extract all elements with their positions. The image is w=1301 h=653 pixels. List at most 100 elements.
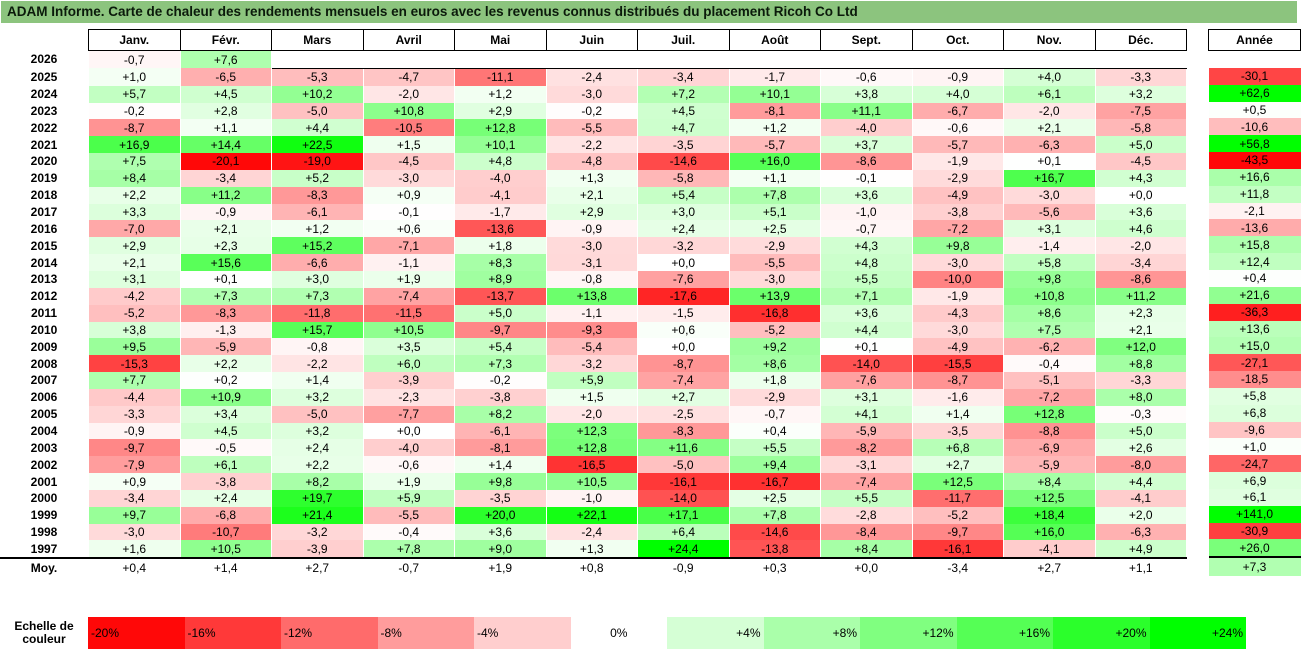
year-label: 2003 — [0, 439, 89, 457]
heatmap-cell: +0,1 — [1003, 153, 1096, 170]
heatmap-cell: +20,0 — [454, 506, 547, 524]
heatmap-cell: -0,2 — [545, 102, 638, 120]
heatmap-cell: -5,2 — [911, 506, 1004, 524]
heatmap-cell: +7,8 — [362, 540, 455, 559]
average-cell: +0,4 — [88, 557, 181, 578]
average-annual-cell: +7,3 — [1208, 556, 1301, 577]
annual-cell: +1,0 — [1208, 438, 1301, 456]
heatmap-cell: +5,9 — [362, 489, 455, 507]
month-header: Nov. — [1003, 29, 1096, 51]
heatmap-cell: +12,8 — [545, 439, 638, 457]
heatmap-cell: -5,5 — [545, 119, 638, 137]
annual-row: -27,1 — [1208, 354, 1301, 372]
heatmap-cell: -3,0 — [362, 169, 455, 187]
heatmap-cell: +2,5 — [728, 489, 821, 507]
heatmap-cell: -3,2 — [637, 237, 730, 255]
heatmap-cell: -3,2 — [271, 523, 364, 541]
annual-row: +0,5 — [1208, 101, 1301, 119]
average-cell: +0,0 — [820, 557, 913, 578]
annual-cell: +5,8 — [1208, 387, 1301, 405]
annual-cell: +11,8 — [1208, 185, 1301, 203]
heatmap-cell: -8,6 — [1094, 270, 1187, 288]
year-label: 2011 — [0, 304, 89, 322]
heatmap-cell: +10,2 — [271, 85, 364, 103]
heatmap-cell: +0,1 — [179, 270, 272, 288]
heatmap-cell: +18,4 — [1003, 506, 1096, 524]
heatmap-cell: +12,8 — [454, 119, 547, 137]
heatmap-cell: -0,1 — [820, 169, 913, 187]
heatmap-cell: -11,5 — [362, 304, 455, 322]
heatmap-cell: +6,4 — [637, 523, 730, 541]
heatmap-cell: +1,5 — [362, 136, 455, 154]
heatmap-cell: -7,4 — [820, 473, 913, 490]
heatmap-cell: -1,9 — [911, 153, 1004, 170]
annual-cell: +21,6 — [1208, 286, 1301, 304]
year-label: 2009 — [0, 338, 89, 356]
heatmap-cell: -3,5 — [911, 422, 1004, 440]
year-row: 2021 +16,9 +14,4 +22,5 +1,5 +10,1 -2,2 -3,5 -5,7… — [0, 136, 1187, 154]
heatmap-cell: -2,9 — [911, 169, 1004, 187]
heatmap-cell: -1,0 — [820, 203, 913, 221]
heatmap-cell: +8,4 — [1003, 473, 1096, 490]
annual-cell: -2,1 — [1208, 202, 1301, 220]
heatmap-cell: -3,0 — [728, 270, 821, 288]
heatmap-cell: -2,8 — [820, 506, 913, 524]
heatmap-cell: +9,7 — [88, 506, 181, 524]
heatmap-cell: +10,5 — [179, 540, 272, 559]
heatmap-cell: +4,0 — [911, 85, 1004, 103]
heatmap-cell: -14,0 — [637, 489, 730, 507]
heatmap-cell: +8,8 — [1094, 355, 1187, 373]
annual-row: +15,0 — [1208, 337, 1301, 355]
heatmap-cell: +1,3 — [545, 540, 638, 559]
heatmap-cell: +1,4 — [271, 372, 364, 389]
heatmap-cell: +3,1 — [1003, 220, 1096, 238]
heatmap-cell: -5,7 — [911, 136, 1004, 154]
heatmap-cell: -7,1 — [362, 237, 455, 255]
year-row: 2013 +3,1 +0,1 +3,0 +1,9 +8,9 -0,8 -7,6 -3,0 +5,5… — [0, 270, 1187, 288]
heatmap-cell: +6,8 — [911, 439, 1004, 457]
heatmap-cell — [1094, 50, 1187, 69]
heatmap-cell: +3,8 — [820, 85, 913, 103]
year-label: 2015 — [0, 237, 89, 255]
heatmap-cell: +5,2 — [271, 169, 364, 187]
annual-cell: -27,1 — [1208, 354, 1301, 372]
heatmap-cell: +11,2 — [1094, 287, 1187, 305]
heatmap-cell: +12,5 — [911, 473, 1004, 490]
color-scale-swatch: +12% — [860, 617, 957, 649]
heatmap-cell: -5,9 — [179, 338, 272, 356]
annual-cell: -30,1 — [1208, 67, 1301, 85]
heatmap-cell: +7,6 — [179, 50, 272, 69]
heatmap-cell: -9,7 — [454, 321, 547, 339]
heatmap-cell: -6,8 — [179, 506, 272, 524]
annual-cell: -9,6 — [1208, 421, 1301, 439]
heatmap-cell: -6,7 — [911, 102, 1004, 120]
heatmap-cell: +6,1 — [179, 456, 272, 474]
heatmap-cell: -3,0 — [545, 85, 638, 103]
heatmap-cell: -6,3 — [1094, 523, 1187, 541]
heatmap-cell: +0,1 — [820, 338, 913, 356]
heatmap-cell: +4,6 — [1094, 220, 1187, 238]
heatmap-cell: +4,4 — [820, 321, 913, 339]
heatmap-cell: -1,1 — [545, 304, 638, 322]
heatmap-cell: -13,6 — [454, 220, 547, 238]
heatmap-cell: -2,4 — [545, 523, 638, 541]
annual-cell — [1208, 50, 1301, 68]
heatmap-cell: -1,7 — [454, 203, 547, 221]
color-scale-swatch: +24% — [1149, 617, 1246, 649]
heatmap-cell: -16,1 — [911, 540, 1004, 559]
heatmap-cell: -3,8 — [911, 203, 1004, 221]
color-scale-swatch: -4% — [474, 617, 571, 649]
year-label: 2017 — [0, 203, 89, 221]
year-row: 2020 +7,5 -20,1 -19,0 -4,5 +4,8 -4,8 -14,6 +16,0… — [0, 153, 1187, 170]
heatmap-cell: +4,5 — [637, 102, 730, 120]
heatmap-cell: -1,0 — [545, 489, 638, 507]
heatmap-cell: -2,0 — [545, 405, 638, 423]
heatmap-cell: -0,2 — [88, 102, 181, 120]
year-row: 2009 +9,5 -5,9 -0,8 +3,5 +5,4 -5,4 +0,0 +9,2 +0,1… — [0, 338, 1187, 356]
year-label: 2024 — [0, 85, 89, 103]
heatmap-cell: -0,9 — [911, 68, 1004, 86]
heatmap-cell: +7,3 — [179, 287, 272, 305]
year-label: 2020 — [0, 153, 89, 170]
heatmap-cell: +3,3 — [88, 203, 181, 221]
month-header: Août — [728, 29, 821, 51]
